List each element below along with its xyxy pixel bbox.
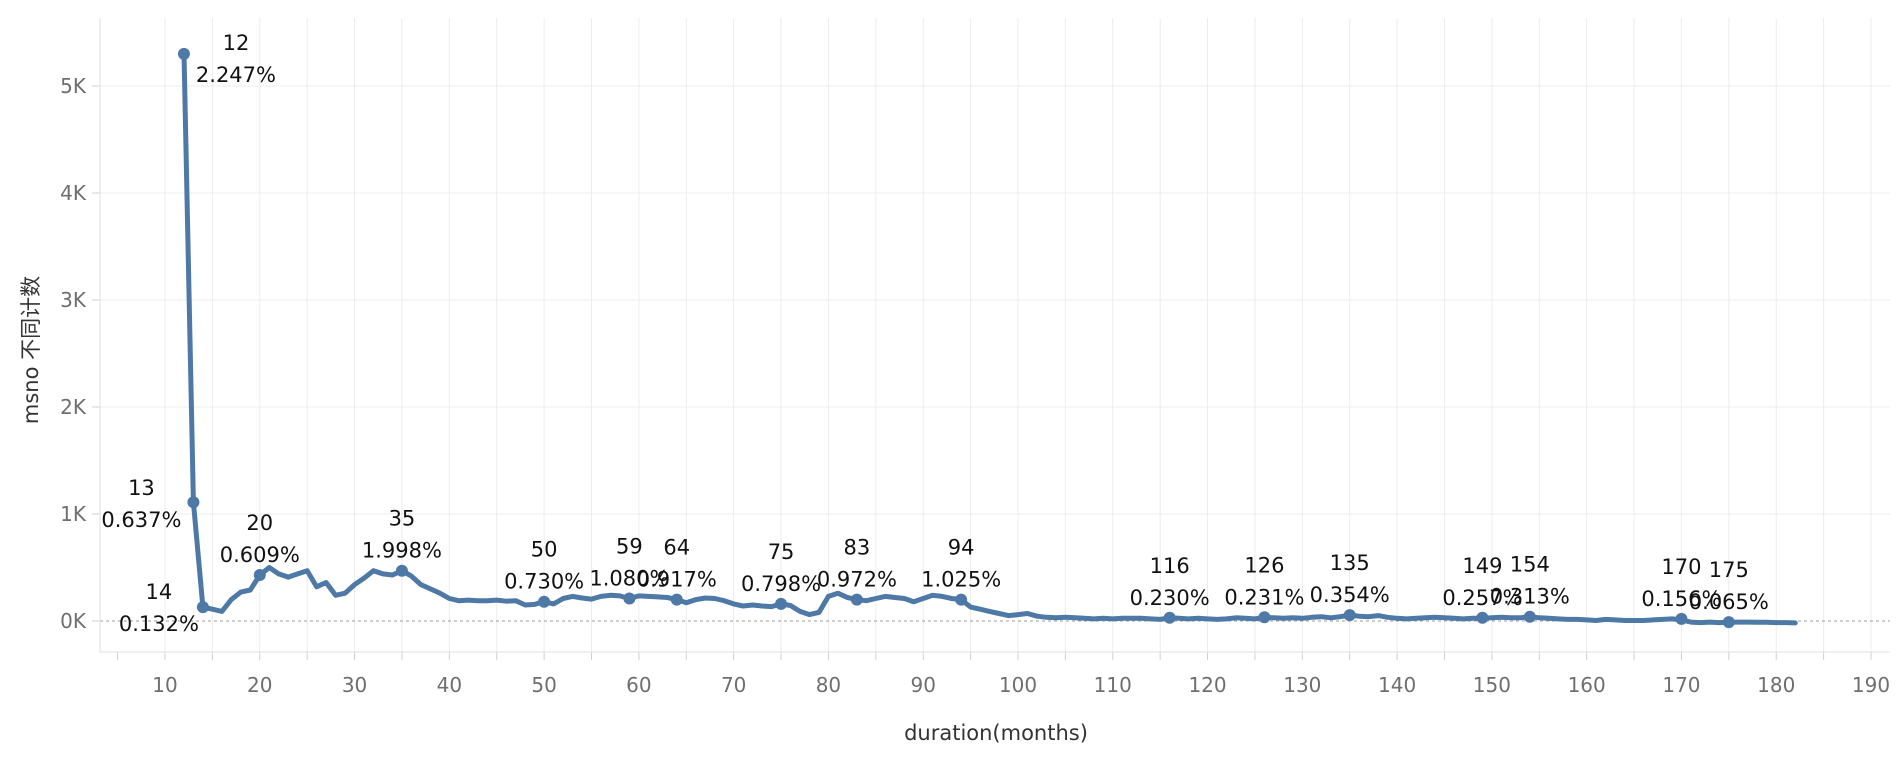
data-label-month: 135 xyxy=(1330,551,1370,575)
data-point-marker xyxy=(253,568,266,581)
data-label-month: 94 xyxy=(948,536,975,560)
data-label-percent: 0.156% xyxy=(1641,587,1721,611)
x-tick-label: 160 xyxy=(1568,673,1606,697)
data-label-month: 75 xyxy=(768,540,795,564)
y-axis-ticks: 0K 1K 2K 3K 4K 5K xyxy=(60,18,101,652)
data-label-percent: 0.354% xyxy=(1310,583,1390,607)
x-tick-label: 80 xyxy=(816,673,841,697)
data-label-percent: 0.065% xyxy=(1689,590,1769,614)
series-markers xyxy=(177,47,1735,629)
x-tick-label: 20 xyxy=(247,673,272,697)
x-tick-label: 90 xyxy=(910,673,935,697)
y-tick-label: 2K xyxy=(60,395,87,419)
y-tick-label: 4K xyxy=(60,181,87,205)
x-tick-label: 130 xyxy=(1283,673,1321,697)
x-tick-label: 50 xyxy=(531,673,556,697)
data-point-marker xyxy=(1523,610,1536,623)
data-labels: 12 2.247% 13 0.637% 14 0.132% 20 0.609% 35 1.998%… xyxy=(101,31,1768,636)
data-point-marker xyxy=(670,593,683,606)
data-point-marker xyxy=(1163,611,1176,624)
data-label-percent: 1.080% xyxy=(589,567,669,591)
data-label-month: 154 xyxy=(1510,553,1550,577)
data-label-percent: 0.257% xyxy=(1442,586,1522,610)
data-point-marker xyxy=(187,496,200,509)
data-label-month: 126 xyxy=(1244,553,1284,577)
x-tick-label: 190 xyxy=(1852,673,1890,697)
x-tick-label: 150 xyxy=(1473,673,1511,697)
data-label-percent: 0.917% xyxy=(637,568,717,592)
data-label-percent: 0.231% xyxy=(1224,585,1304,609)
data-label-month: 50 xyxy=(531,538,558,562)
data-point-marker xyxy=(395,564,408,577)
data-point-marker xyxy=(196,601,209,614)
x-axis-ticks: 10 20 30 40 50 60 70 80 90 100 110 120 130 140 150 160 1… xyxy=(100,651,1890,697)
data-label-percent: 2.247% xyxy=(196,63,276,87)
data-point-marker xyxy=(1722,616,1735,629)
x-tick-label: 140 xyxy=(1378,673,1416,697)
data-label-percent: 0.230% xyxy=(1130,586,1210,610)
x-tick-label: 40 xyxy=(437,673,462,697)
x-tick-label: 70 xyxy=(721,673,746,697)
x-tick-label: 60 xyxy=(626,673,651,697)
data-point-marker xyxy=(955,593,968,606)
data-label-month: 116 xyxy=(1150,554,1190,578)
data-label-percent: 1.025% xyxy=(921,568,1001,592)
data-point-marker xyxy=(850,593,863,606)
y-tick-label: 0K xyxy=(60,609,87,633)
y-tick-label: 1K xyxy=(60,502,87,526)
data-point-marker xyxy=(1343,609,1356,622)
data-point-marker xyxy=(538,595,551,608)
series-line xyxy=(181,51,1798,626)
data-label-percent: 1.998% xyxy=(362,539,442,563)
x-tick-label: 180 xyxy=(1757,673,1795,697)
data-label-month: 64 xyxy=(663,536,690,560)
y-axis-title: msno 不同计数 xyxy=(19,276,43,424)
data-label-month: 149 xyxy=(1462,554,1502,578)
x-tick-label: 120 xyxy=(1188,673,1226,697)
data-label-percent: 0.609% xyxy=(220,543,300,567)
x-tick-label: 110 xyxy=(1094,673,1132,697)
data-label-percent: 0.313% xyxy=(1490,585,1570,609)
data-label-month: 20 xyxy=(246,511,273,535)
data-point-marker xyxy=(623,592,636,605)
data-label-month: 59 xyxy=(616,535,643,559)
data-point-marker xyxy=(1476,611,1489,624)
data-label-percent: 0.972% xyxy=(817,568,897,592)
x-tick-label: 30 xyxy=(342,673,367,697)
y-tick-label: 5K xyxy=(60,74,87,98)
data-label-month: 12 xyxy=(223,31,250,55)
y-tick-label: 3K xyxy=(60,288,87,312)
data-label-month: 14 xyxy=(146,580,173,604)
data-label-month: 13 xyxy=(128,476,155,500)
grid-lines xyxy=(100,18,1890,652)
x-tick-label: 10 xyxy=(152,673,177,697)
data-label-percent: 0.798% xyxy=(741,572,821,596)
x-tick-label: 100 xyxy=(999,673,1037,697)
data-label-percent: 0.730% xyxy=(504,570,584,594)
data-point-marker xyxy=(1258,611,1271,624)
data-point-marker xyxy=(1675,612,1688,625)
data-label-month: 35 xyxy=(389,507,416,531)
x-tick-label: 170 xyxy=(1662,673,1700,697)
data-point-marker xyxy=(775,597,788,610)
x-axis-title: duration(months) xyxy=(904,721,1088,745)
data-label-percent: 0.637% xyxy=(101,508,181,532)
data-label-month: 170 xyxy=(1661,555,1701,579)
data-label-percent: 0.132% xyxy=(119,612,199,636)
data-label-month: 175 xyxy=(1709,558,1749,582)
data-label-month: 83 xyxy=(844,536,871,560)
data-point-marker xyxy=(177,47,190,60)
